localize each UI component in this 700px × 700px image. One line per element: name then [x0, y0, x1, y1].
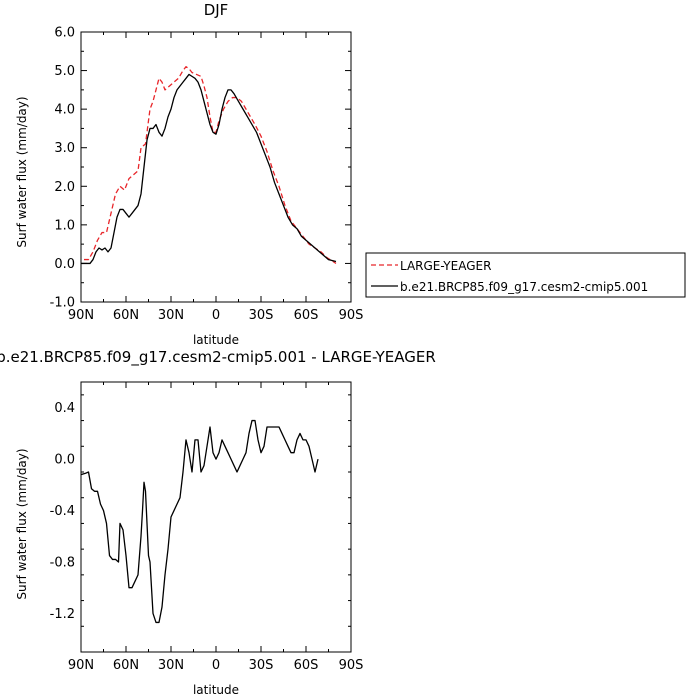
bottom-panel-title: b.e21.BRCP85.f09_g17.cesm2-cmip5.001 - L… [0, 348, 436, 367]
top-y-tick-label: 6.0 [54, 26, 75, 41]
top-y-tick-label: -1.0 [50, 296, 75, 311]
bottom-series-line-0 [80, 419, 319, 624]
legend: LARGE-YEAGER b.e21.BRCP85.f09_g17.cesm2-… [365, 252, 686, 298]
legend-label-cesm2: b.e21.BRCP85.f09_g17.cesm2-cmip5.001 [400, 280, 648, 294]
top-x-tick-label: 90N [68, 308, 94, 323]
top-y-tick-label: 2.0 [54, 180, 75, 195]
top-data-lines [81, 66, 337, 265]
bottom-y-tick-label: 0.0 [54, 453, 75, 468]
bottom-plot-frame [80, 381, 352, 653]
bottom-x-axis-label: latitude [193, 683, 239, 697]
bottom-y-axis-label: Surf water flux (mm/day) [15, 448, 29, 599]
bottom-axis-ticks: 90N 60N 30N 0 30S 60S 90S -1.2 -0.8 -0.4 0.0 0.4 [50, 382, 364, 673]
bottom-x-tick-label: 60N [113, 658, 139, 673]
top-y-tick-label: 0.0 [54, 257, 75, 272]
bottom-y-tick-label: 0.4 [54, 401, 75, 416]
top-y-axis-label: Surf water flux (mm/day) [15, 96, 29, 247]
bottom-data-lines [80, 419, 319, 624]
bottom-x-tick-label: 30N [158, 658, 184, 673]
legend-label-large-yeager: LARGE-YEAGER [400, 259, 491, 273]
top-x-tick-label: 60S [294, 308, 319, 323]
bottom-x-tick-label: 30S [249, 658, 274, 673]
top-y-tick-label: 5.0 [54, 64, 75, 79]
top-x-tick-label: 30N [158, 308, 184, 323]
bottom-x-tick-label: 90N [68, 658, 94, 673]
top-axis-ticks: 90N 60N 30N 0 30S 60S 90S -1.0 0.0 1.0 2.0 3.0 4.0 5.… [50, 26, 364, 324]
top-x-tick-label: 30S [249, 308, 274, 323]
top-x-tick-label: 0 [212, 308, 220, 323]
legend-box [365, 252, 686, 298]
bottom-y-tick-label: -0.8 [50, 556, 75, 571]
top-plot-frame [80, 31, 352, 303]
top-y-tick-label: 1.0 [54, 218, 75, 233]
top-y-tick-label: 3.0 [54, 141, 75, 156]
bottom-panel: b.e21.BRCP85.f09_g17.cesm2-cmip5.001 - L… [0, 348, 436, 697]
top-panel-title: DJF [204, 1, 229, 19]
bottom-y-tick-label: -0.4 [50, 504, 75, 519]
bottom-x-tick-label: 60S [294, 658, 319, 673]
top-series-line-0 [84, 66, 337, 264]
top-y-tick-label: 4.0 [54, 103, 75, 118]
top-x-tick-label: 60N [113, 308, 139, 323]
top-panel: DJF 90N 60N 30N 0 30S 60S 90S -1.0 0.0 1.0 2.0 3.0 4… [15, 1, 363, 347]
bottom-y-tick-label: -1.2 [50, 607, 75, 622]
top-x-tick-label: 90S [339, 308, 364, 323]
top-x-axis-label: latitude [193, 333, 239, 347]
bottom-x-tick-label: 0 [212, 658, 220, 673]
top-series-line-1 [81, 73, 337, 265]
bottom-x-tick-label: 90S [339, 658, 364, 673]
